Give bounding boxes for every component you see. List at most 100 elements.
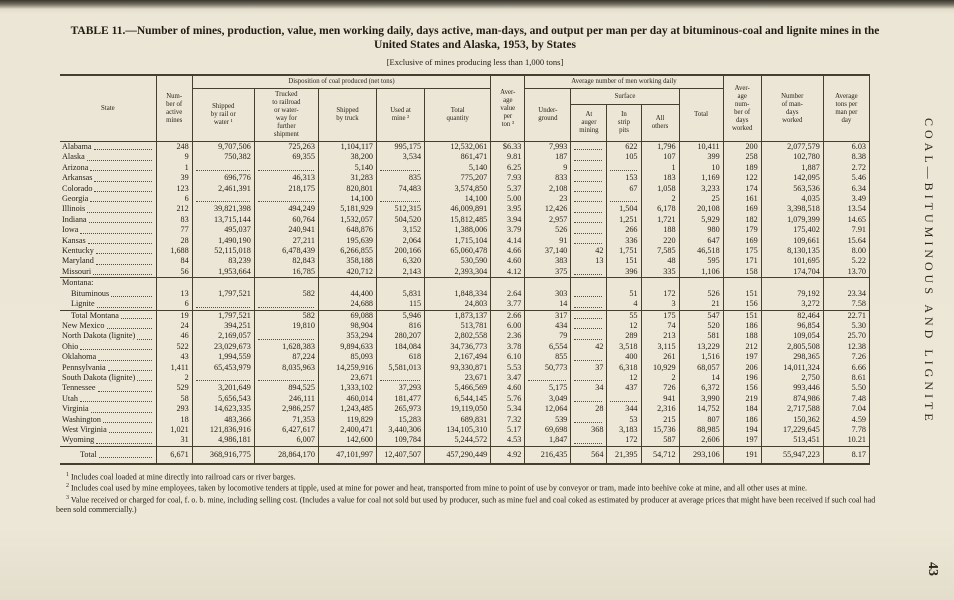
- value-cell: 218,175: [253, 183, 319, 195]
- col-header-strip: In strip pits: [606, 104, 642, 142]
- value-cell: 394,251: [191, 320, 255, 332]
- value-cell: 995,175: [376, 141, 426, 153]
- value-cell: 2.64: [490, 288, 526, 300]
- value-cell: 77: [155, 225, 193, 236]
- value-cell: 119,829: [317, 414, 378, 425]
- value-cell: 4: [606, 299, 642, 310]
- value-cell: [253, 162, 319, 174]
- value-cell: 266: [606, 225, 642, 236]
- value-cell: 55: [606, 309, 642, 321]
- value-cell: 19,810: [253, 320, 319, 332]
- value-cell: 2,805,508: [760, 341, 824, 353]
- value-cell: 194: [722, 424, 762, 436]
- value-cell: 79: [524, 331, 572, 342]
- value-cell: 151: [722, 288, 762, 300]
- value-cell: 9,894,633: [317, 341, 378, 353]
- value-cell: [606, 194, 642, 205]
- value-cell: 240,941: [253, 225, 319, 236]
- value-cell: 183: [640, 173, 680, 184]
- value-cell: 820,801: [317, 183, 378, 195]
- value-cell: 69,088: [317, 309, 378, 321]
- value-cell: 34,736,773: [424, 341, 492, 353]
- value-cell: 520: [678, 320, 724, 332]
- footnotes: 1 Includes coal loaded at mine directly …: [56, 471, 876, 514]
- value-cell: 5,581,013: [376, 362, 426, 373]
- value-cell: 14,011,324: [760, 362, 824, 373]
- state-cell: Iowa: [60, 225, 157, 236]
- value-cell: 1,490,190: [191, 235, 255, 247]
- value-cell: 50,773: [524, 362, 572, 373]
- value-cell: [424, 277, 492, 289]
- value-cell: 1,504: [606, 204, 642, 215]
- value-cell: 15,283: [376, 414, 426, 425]
- value-cell: 5,929: [678, 214, 724, 226]
- value-cell: [490, 277, 526, 289]
- value-cell: 3.49: [822, 194, 871, 205]
- value-cell: [570, 331, 608, 342]
- value-cell: 212: [722, 341, 762, 353]
- value-cell: 1,887: [760, 162, 824, 174]
- value-cell: $6.33: [490, 141, 526, 153]
- value-cell: 195,639: [317, 235, 378, 247]
- value-cell: 647: [678, 235, 724, 247]
- value-cell: 14,100: [424, 194, 492, 205]
- value-cell: 109,784: [376, 435, 426, 447]
- value-cell: 1,797,521: [191, 309, 255, 321]
- table-row: Arizona 1 5,140 5,140 6.25 9 1 10 189 1,887 2.72: [60, 162, 871, 174]
- value-cell: 1,848,334: [424, 288, 492, 300]
- value-cell: 181,477: [376, 393, 426, 405]
- value-cell: 595: [678, 256, 724, 267]
- value-cell: [253, 331, 319, 342]
- value-cell: 12.38: [822, 341, 871, 353]
- value-cell: [570, 372, 608, 384]
- value-cell: 5.30: [822, 320, 871, 332]
- value-cell: [570, 352, 608, 363]
- value-cell: [606, 277, 642, 289]
- value-cell: 396: [606, 266, 642, 278]
- value-cell: 5,946: [376, 309, 426, 321]
- value-cell: 10.21: [822, 435, 871, 447]
- value-cell: 55,947,223: [760, 445, 824, 465]
- value-cell: 1: [640, 162, 680, 174]
- value-cell: 993,446: [760, 383, 824, 394]
- value-cell: 7.78: [822, 424, 871, 436]
- value-cell: 4.53: [490, 435, 526, 447]
- value-cell: 188: [722, 331, 762, 342]
- value-cell: 13.70: [822, 266, 871, 278]
- value-cell: 6,178: [640, 204, 680, 215]
- value-cell: 1,994,559: [191, 352, 255, 363]
- value-cell: [376, 277, 426, 289]
- value-cell: 6.34: [822, 183, 871, 195]
- state-cell: Oklahoma: [60, 352, 157, 363]
- value-cell: 14.65: [822, 214, 871, 226]
- value-cell: 750,382: [191, 152, 255, 163]
- value-cell: 109,661: [760, 235, 824, 247]
- value-cell: 6,320: [376, 256, 426, 267]
- value-cell: 483,366: [191, 414, 255, 425]
- value-cell: 13: [155, 288, 193, 300]
- value-cell: 399: [678, 152, 724, 163]
- value-cell: 28: [155, 235, 193, 247]
- col-header-state: State: [60, 74, 157, 142]
- value-cell: [570, 141, 608, 153]
- value-cell: 6,554: [524, 341, 572, 353]
- running-title: COAL—BITUMINOUS AND LIGNITE: [922, 118, 936, 425]
- value-cell: [253, 372, 319, 384]
- value-cell: 547: [678, 309, 724, 321]
- value-cell: 60,764: [253, 214, 319, 226]
- value-cell: 74,483: [376, 183, 426, 195]
- value-cell: 54,712: [640, 445, 680, 465]
- state-cell: Washington: [60, 414, 157, 425]
- value-cell: 115: [376, 299, 426, 310]
- value-cell: 47,101,997: [317, 445, 378, 465]
- value-cell: 6.03: [822, 141, 871, 153]
- value-cell: 52,115,018: [191, 246, 255, 257]
- value-cell: 2: [640, 194, 680, 205]
- page-content: TABLE 11.—Number of mines, production, v…: [56, 24, 894, 515]
- value-cell: 289: [606, 331, 642, 342]
- state-cell: Total: [60, 445, 157, 465]
- value-cell: 122: [722, 173, 762, 184]
- value-cell: 15,736: [640, 424, 680, 436]
- state-cell: Maryland: [60, 256, 157, 267]
- state-cell: Kansas: [60, 235, 157, 247]
